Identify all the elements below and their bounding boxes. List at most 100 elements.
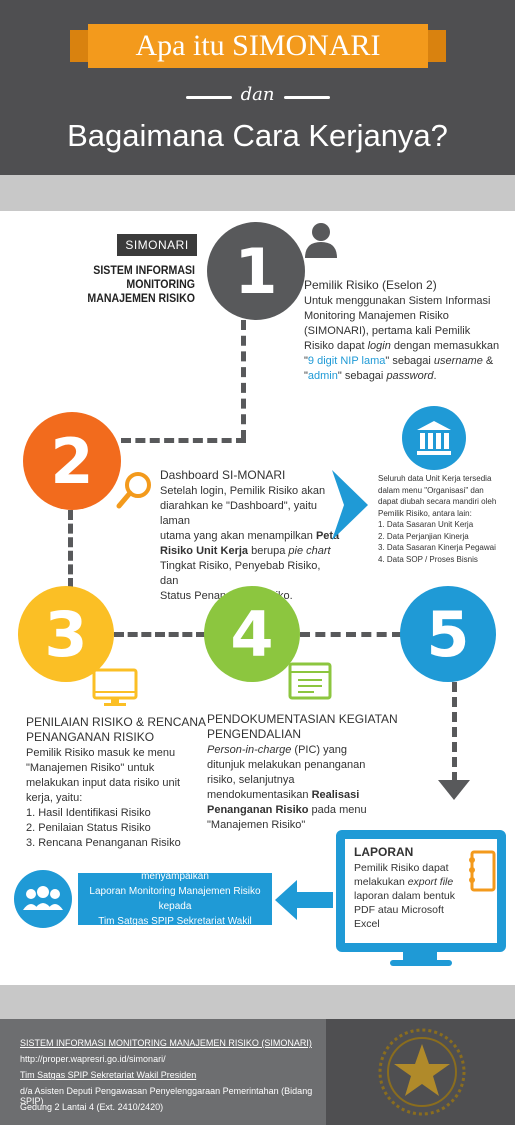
- step-2-line: Tingkat Risiko, Penyebab Risiko, dan: [160, 560, 321, 587]
- step-3-list-item: 3. Rencana Penanganan Risiko: [26, 837, 181, 849]
- step-4-text: Person-in-charge (PIC) yang ditunjuk mel…: [207, 743, 377, 833]
- connector-1-2: [121, 438, 246, 443]
- step-4-heading: PENDOKUMENTASIAN KEGIATAN PENGENDALIAN: [207, 712, 398, 742]
- text-span: mendokumentasikan: [207, 789, 312, 801]
- text-span: Penanganan Risiko: [207, 804, 309, 816]
- footer-address: d/a Asisten Deputi Pengawasan Penyelengg…: [20, 1086, 313, 1106]
- step-5-line: Excel: [354, 918, 380, 930]
- step-4-line: risiko, selanjutnya: [207, 774, 295, 786]
- footer-team: Tim Satgas SPIP Sekretariat Wakil Presid…: [20, 1070, 197, 1080]
- footer-building: Gedung 2 Lantai 4 (Ext. 2410/2420): [20, 1102, 164, 1112]
- connector-5-down: [452, 682, 457, 782]
- report-banner-line: Tim Satgas SPIP Sekretariat Wakil Presid…: [98, 916, 252, 942]
- step-2-line: diarahkan ke "Dashboard", yaitu laman: [160, 500, 318, 527]
- connector-text: dan: [240, 84, 275, 105]
- report-banner-line: Secara periodik, Pemilik Risiko menyampa…: [106, 856, 244, 882]
- step-2-circle: 2: [23, 412, 121, 510]
- nip-value: 9 digit NIP lama: [307, 355, 386, 367]
- person-icon: [305, 223, 337, 258]
- connector-4-5: [300, 632, 402, 637]
- step-4-line: Person-in-charge (PIC) yang: [207, 743, 377, 758]
- text-span: ": [304, 370, 308, 382]
- org-line: dapat diubah secara mandiri oleh: [378, 497, 497, 506]
- step-1-line: "9 digit NIP lama" sebagai username &: [304, 354, 509, 369]
- step-3-line: melakukan input data risiko unit: [26, 777, 181, 789]
- step-1-line: Risiko dapat login dengan memasukkan: [304, 339, 509, 354]
- text-span: pie chart: [288, 545, 331, 557]
- text-span: Risiko dapat: [304, 340, 368, 352]
- system-name: SISTEM INFORMASI MONITORING MANAJEMEN RI…: [43, 264, 195, 306]
- step-1-heading: Pemilik Risiko (Eselon 2): [304, 278, 437, 292]
- system-name-line2: MANAJEMEN RISIKO: [87, 293, 195, 305]
- chevron-right-icon: [332, 470, 368, 540]
- step-3-heading-line: PENILAIAN RISIKO & RENCANA: [26, 715, 207, 729]
- notebook-icon: [469, 850, 496, 892]
- text-span: &: [482, 355, 494, 367]
- step-3-line: kerja, yaitu:: [26, 792, 83, 804]
- text-span: utama yang akan menampilkan: [160, 530, 316, 542]
- step-1-line: (SIMONARI), pertama kali Pemilik: [304, 325, 471, 337]
- text-span: .: [433, 370, 437, 382]
- swash-left: [186, 96, 232, 99]
- org-list-item: 3. Data Sasaran Kinerja Pegawai: [378, 543, 496, 552]
- step-2-line: Risiko Unit Kerja berupa pie chart: [160, 544, 340, 559]
- step-5-line: melakukan export file: [354, 875, 464, 889]
- step-1-line: "admin" sebagai password.: [304, 369, 509, 384]
- step-5-text: Pemilik Risiko dapat melakukan export fi…: [354, 861, 464, 931]
- text-span: Person-in-charge: [207, 744, 292, 756]
- org-line: Seluruh data Unit Kerja tersedia: [378, 474, 492, 483]
- footer-url[interactable]: http://proper.wapresri.go.id/simonari/: [20, 1054, 166, 1064]
- admin-value: admin: [307, 370, 338, 382]
- connector-1-down: [241, 320, 246, 440]
- text-span: berupa: [248, 545, 289, 557]
- people-group-icon: [23, 886, 63, 910]
- login-term: login: [367, 340, 391, 352]
- step-4-heading-line: PENDOKUMENTASIAN KEGIATAN: [207, 712, 398, 726]
- step-4-line: mendokumentasikan Realisasi: [207, 788, 377, 803]
- step-1-circle: 1: [207, 222, 305, 320]
- divider-band: [0, 175, 515, 211]
- institution-circle: [402, 406, 466, 470]
- monitor-stand: [403, 952, 437, 962]
- step-4-line: "Manajemen Risiko": [207, 819, 306, 831]
- step-3-text: Pemilik Risiko masuk ke menu "Manajemen …: [26, 746, 206, 851]
- step-2-text: Setelah login, Pemilik Risiko akan diara…: [160, 484, 340, 604]
- magnifier-icon: [116, 472, 151, 509]
- step-5-line: laporan dalam bentuk: [354, 890, 455, 902]
- people-group-circle: [14, 870, 72, 928]
- footer-divider-band: [0, 985, 515, 1019]
- step-4-heading-line: PENGENDALIAN: [207, 727, 302, 741]
- step-4-line: Penanganan Risiko pada menu: [207, 803, 377, 818]
- username-term: username: [433, 355, 483, 367]
- swash-right: [284, 96, 330, 99]
- text-span: melakukan: [354, 876, 408, 888]
- simonari-badge: SIMONARI: [117, 234, 197, 256]
- text-span: " sebagai: [385, 355, 434, 367]
- step-3-heading-line: PENANGANAN RISIKO: [26, 730, 155, 744]
- monitor-icon: [92, 668, 138, 706]
- footer-info-panel: [0, 1019, 326, 1125]
- step-2-heading: Dashboard SI-MONARI: [160, 468, 286, 482]
- text-span: " sebagai: [337, 370, 387, 382]
- step-5-line: PDF atau Microsoft: [354, 904, 444, 916]
- text-span: Risiko Unit Kerja: [160, 545, 249, 557]
- org-list-item: 1. Data Sasaran Unit Kerja: [378, 520, 474, 529]
- arrow-down-icon: [438, 780, 470, 800]
- step-3-list-item: 1. Hasil Identifikasi Risiko: [26, 807, 151, 819]
- step-1-line: Untuk menggunakan Sistem Informasi: [304, 295, 491, 307]
- text-span: Peta: [315, 530, 340, 542]
- step-4-line: ditunjuk melakukan penanganan: [207, 759, 366, 771]
- step-3-line: "Manajemen Risiko" untuk: [26, 762, 155, 774]
- password-term: password: [386, 370, 434, 382]
- step-5-circle: 5: [400, 586, 496, 682]
- monitor-base: [390, 960, 452, 966]
- step-3-line: Pemilik Risiko masuk ke menu: [26, 747, 176, 759]
- org-line: dalam menu "Organisasi" dan: [378, 485, 484, 495]
- step-3-circle: 3: [18, 586, 114, 682]
- arrow-left-icon: [275, 880, 333, 920]
- browser-window-icon: [288, 662, 332, 700]
- system-name-line1: SISTEM INFORMASI MONITORING: [93, 265, 195, 291]
- text-span: pada menu: [308, 804, 367, 816]
- step-5-heading: LAPORAN: [354, 845, 414, 859]
- text-span: (PIC) yang: [291, 744, 348, 756]
